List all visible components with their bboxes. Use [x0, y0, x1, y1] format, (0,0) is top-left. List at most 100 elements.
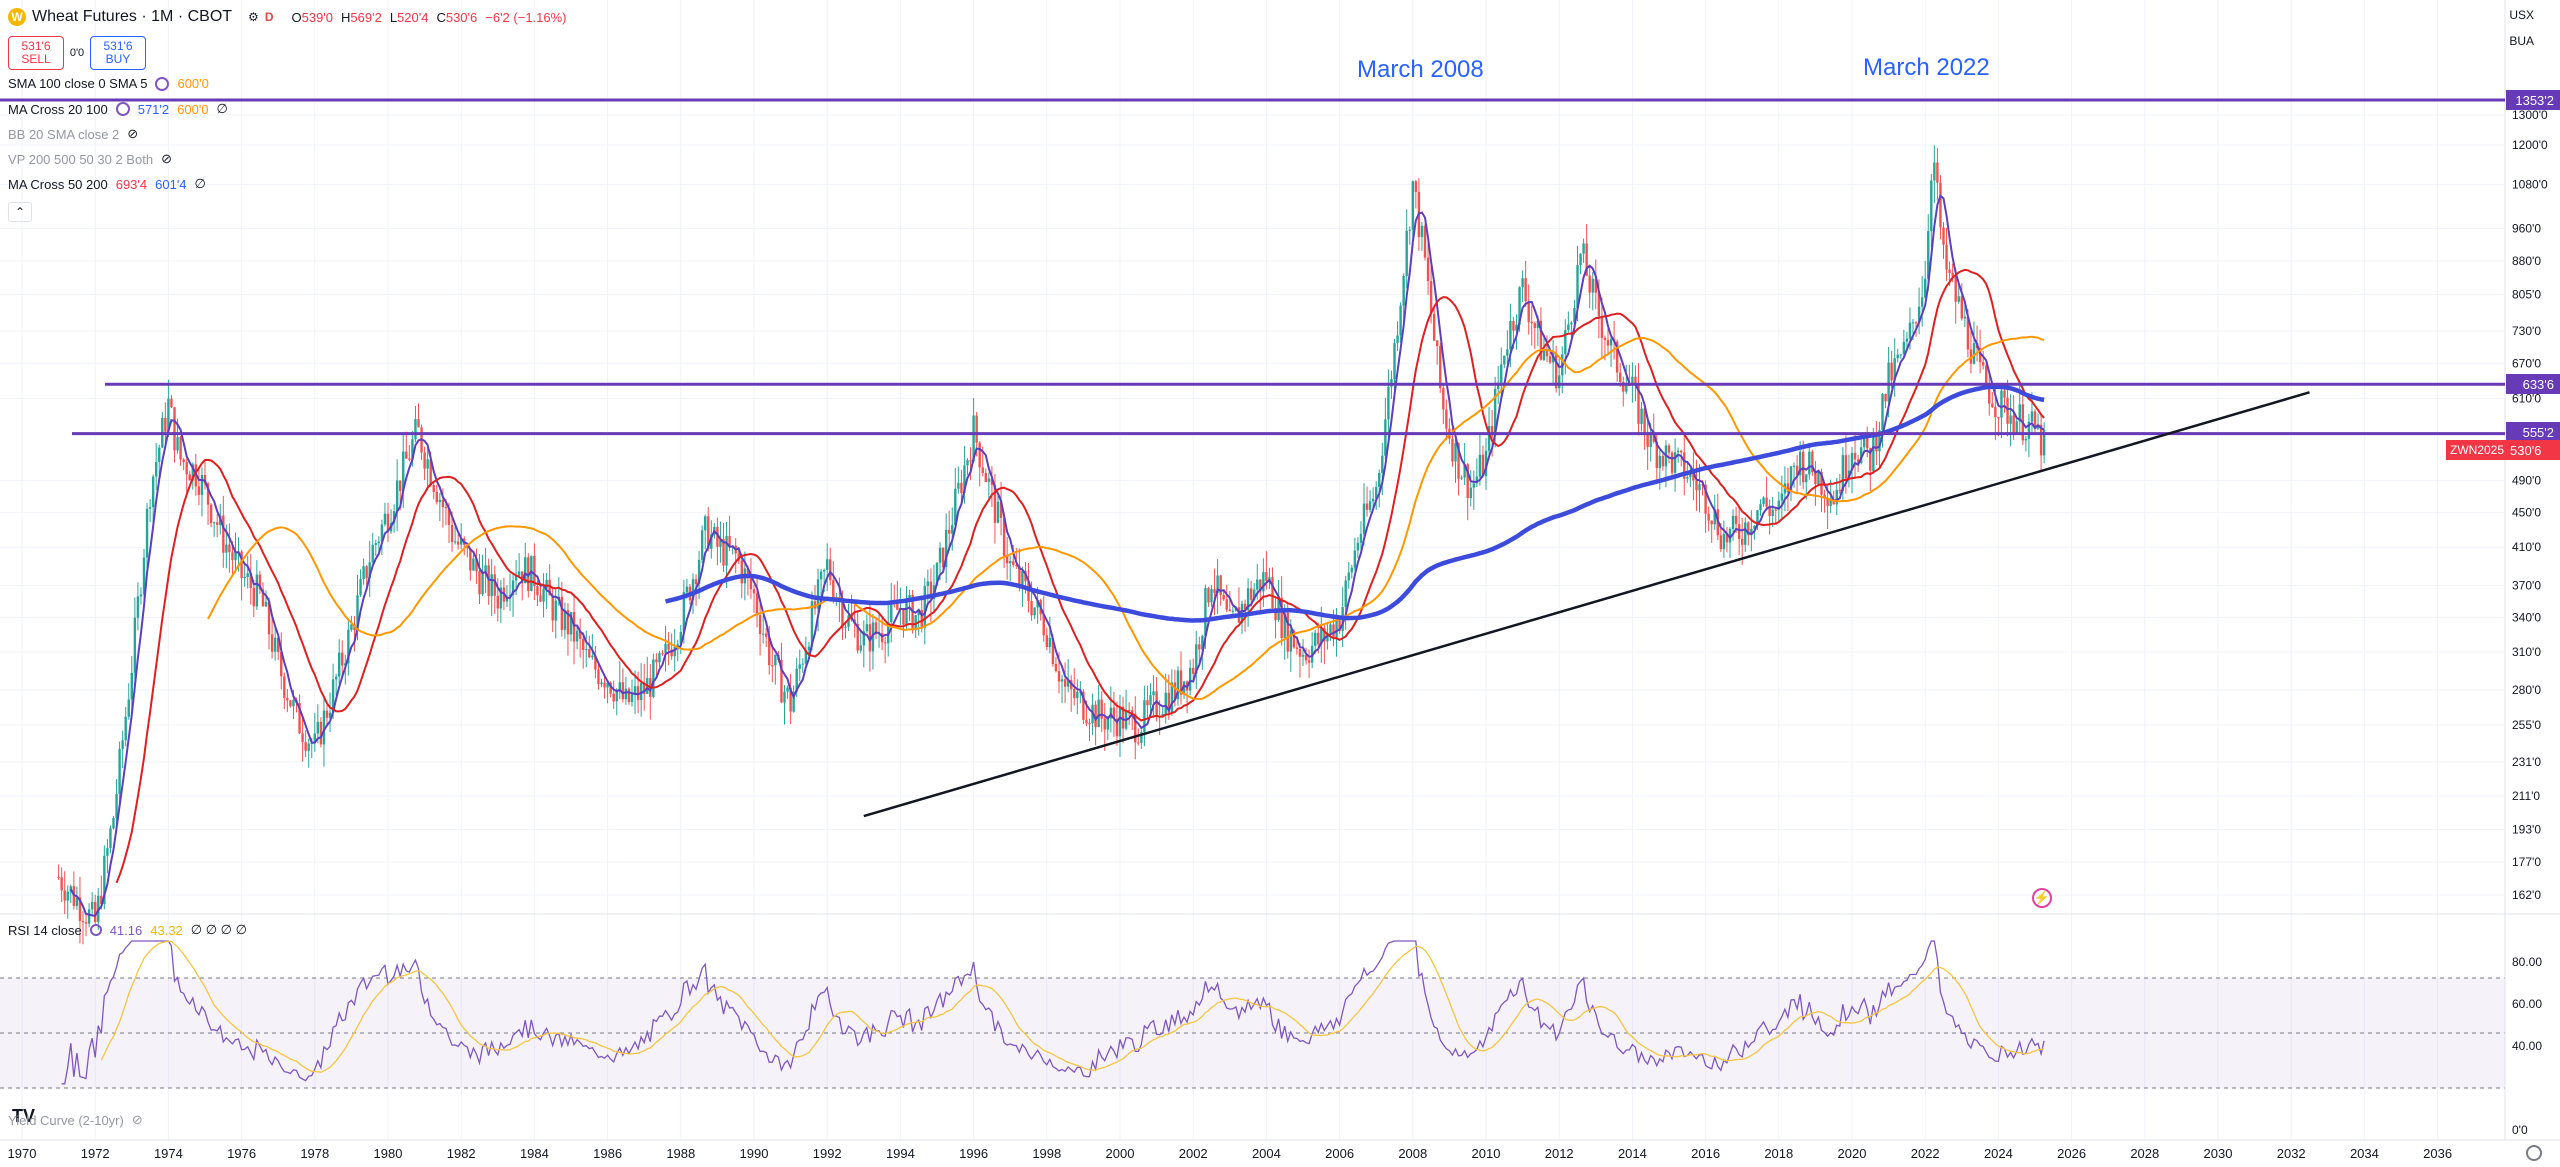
- candle-body: [865, 624, 869, 632]
- buy-button[interactable]: 531'6 BUY: [90, 36, 146, 70]
- candle-body: [1265, 572, 1268, 581]
- candle-body: [664, 643, 667, 654]
- candle-body: [1216, 575, 1219, 593]
- candle-body: [2039, 424, 2043, 456]
- candle-body: [633, 686, 637, 695]
- candle-body: [334, 676, 338, 680]
- indicator-bb[interactable]: BB 20 SMA close 2 ⊘: [8, 126, 139, 142]
- current-price-tag: 530'6: [2506, 440, 2560, 460]
- candle-body: [1414, 181, 1418, 192]
- indicator-settings-icon[interactable]: [115, 102, 130, 116]
- candle-body: [1875, 434, 1878, 452]
- candle-body: [1057, 671, 1061, 682]
- candle-body: [1524, 278, 1527, 302]
- candle-body: [1780, 493, 1784, 501]
- candle-body: [1362, 503, 1366, 534]
- candle-body: [630, 694, 634, 703]
- candle-body: [1338, 620, 1341, 632]
- candle-body: [597, 669, 600, 684]
- candle-body: [301, 733, 304, 743]
- annotation-march-2022[interactable]: March 2022: [1863, 54, 1990, 81]
- candle-body: [1350, 567, 1353, 573]
- candle-body: [685, 586, 689, 593]
- candle-body: [1655, 441, 1658, 468]
- candle-body: [273, 637, 277, 652]
- candle-body: [1619, 372, 1622, 382]
- symbol-title[interactable]: Wheat Futures · 1M · CBOT: [32, 8, 233, 25]
- eye-off-icon[interactable]: ⊘: [131, 1112, 143, 1127]
- price-axis-label: 805'0: [2512, 288, 2541, 302]
- candle-body: [1536, 320, 1540, 328]
- rsi-settings-icon[interactable]: [89, 924, 102, 936]
- yield-curve-legend[interactable]: Yield Curve (2-10yr) ⊘: [8, 1112, 143, 1128]
- candle-body: [1460, 477, 1463, 479]
- time-axis-label: 2014: [1618, 1146, 1647, 1161]
- candle-body: [975, 415, 978, 443]
- candle-body: [929, 581, 933, 599]
- candle-body: [1972, 343, 1976, 364]
- chart-settings-icon[interactable]: [2526, 1145, 2542, 1161]
- tradingview-logo: TV: [12, 1106, 36, 1126]
- candle-body: [1789, 466, 1793, 492]
- sell-button[interactable]: 531'6 SELL: [8, 36, 64, 70]
- eye-off-icon[interactable]: ⊘: [127, 126, 139, 141]
- time-axis-label: 1984: [520, 1146, 549, 1161]
- candle-body: [1859, 447, 1863, 463]
- indicator-settings-icon[interactable]: [155, 76, 170, 91]
- candle-body: [2018, 404, 2021, 422]
- indicator-ma-cross-50-200[interactable]: MA Cross 50 200 693'4 601'4 ∅: [8, 176, 206, 192]
- candle-body: [1051, 637, 1055, 665]
- candle-body: [746, 568, 750, 576]
- candle-body: [609, 682, 612, 694]
- time-axis-label: 1994: [886, 1146, 915, 1161]
- candle-body: [765, 633, 768, 637]
- gear-icon[interactable]: ⚙: [248, 10, 259, 24]
- time-axis-label: 1972: [81, 1146, 110, 1161]
- candle-body: [2006, 397, 2009, 424]
- candle-body: [941, 547, 945, 567]
- currency-label-2[interactable]: BUA: [2509, 34, 2534, 48]
- candle-body: [871, 622, 875, 652]
- axis-labels-layer: 1970 1972 1974 1976 1978 1980 1982 1984 1986 1988…: [8, 108, 2548, 1161]
- candle-body: [383, 513, 387, 525]
- candle-body: [75, 897, 79, 906]
- candle-body: [411, 439, 414, 460]
- candle-body: [1253, 589, 1256, 600]
- candle-body: [542, 588, 545, 602]
- candle-body: [813, 601, 817, 609]
- candle-body: [1155, 691, 1158, 716]
- candle-body: [868, 624, 872, 652]
- candle-body: [905, 600, 908, 625]
- collapse-indicators-button[interactable]: ⌃: [8, 202, 32, 222]
- candle-body: [1472, 483, 1475, 488]
- candle-body: [1292, 630, 1296, 648]
- candle-body: [408, 458, 411, 460]
- data-badge[interactable]: D: [264, 10, 274, 24]
- lightning-icon[interactable]: ⚡: [2032, 888, 2052, 908]
- eye-off-icon[interactable]: ⊘: [161, 151, 172, 166]
- chart-header: W Wheat Futures · 1M · CBOT ⚙ D O539'0 H…: [0, 0, 567, 34]
- candle-body: [319, 721, 323, 745]
- candle-body: [1704, 484, 1707, 514]
- candle-body: [1798, 451, 1802, 476]
- candle-body: [438, 499, 442, 503]
- annotation-march-2008[interactable]: March 2008: [1357, 56, 1484, 83]
- candle-body: [1439, 346, 1442, 389]
- candle-body: [399, 480, 402, 491]
- rsi-legend[interactable]: RSI 14 close 41.16 43.32 ∅ ∅ ∅ ∅: [8, 922, 247, 938]
- candle-body: [1539, 320, 1543, 360]
- candle-body: [780, 660, 783, 703]
- candle-body: [1649, 431, 1652, 447]
- indicator-sma100[interactable]: SMA 100 close 0 SMA 5 600'0: [8, 76, 209, 91]
- candle-body: [1936, 162, 1939, 183]
- currency-label[interactable]: USX: [2509, 8, 2534, 22]
- candle-body: [2009, 415, 2012, 424]
- indicator-ma-cross-20-100[interactable]: MA Cross 20 100 571'2 600'0 ∅: [8, 101, 228, 117]
- candle-body: [1176, 670, 1180, 700]
- indicator-vp[interactable]: VP 200 500 50 30 2 Both ⊘: [8, 151, 172, 167]
- candle-body: [566, 610, 570, 635]
- candle-body: [1734, 515, 1738, 525]
- candle-body: [911, 594, 914, 631]
- candle-body: [249, 573, 252, 588]
